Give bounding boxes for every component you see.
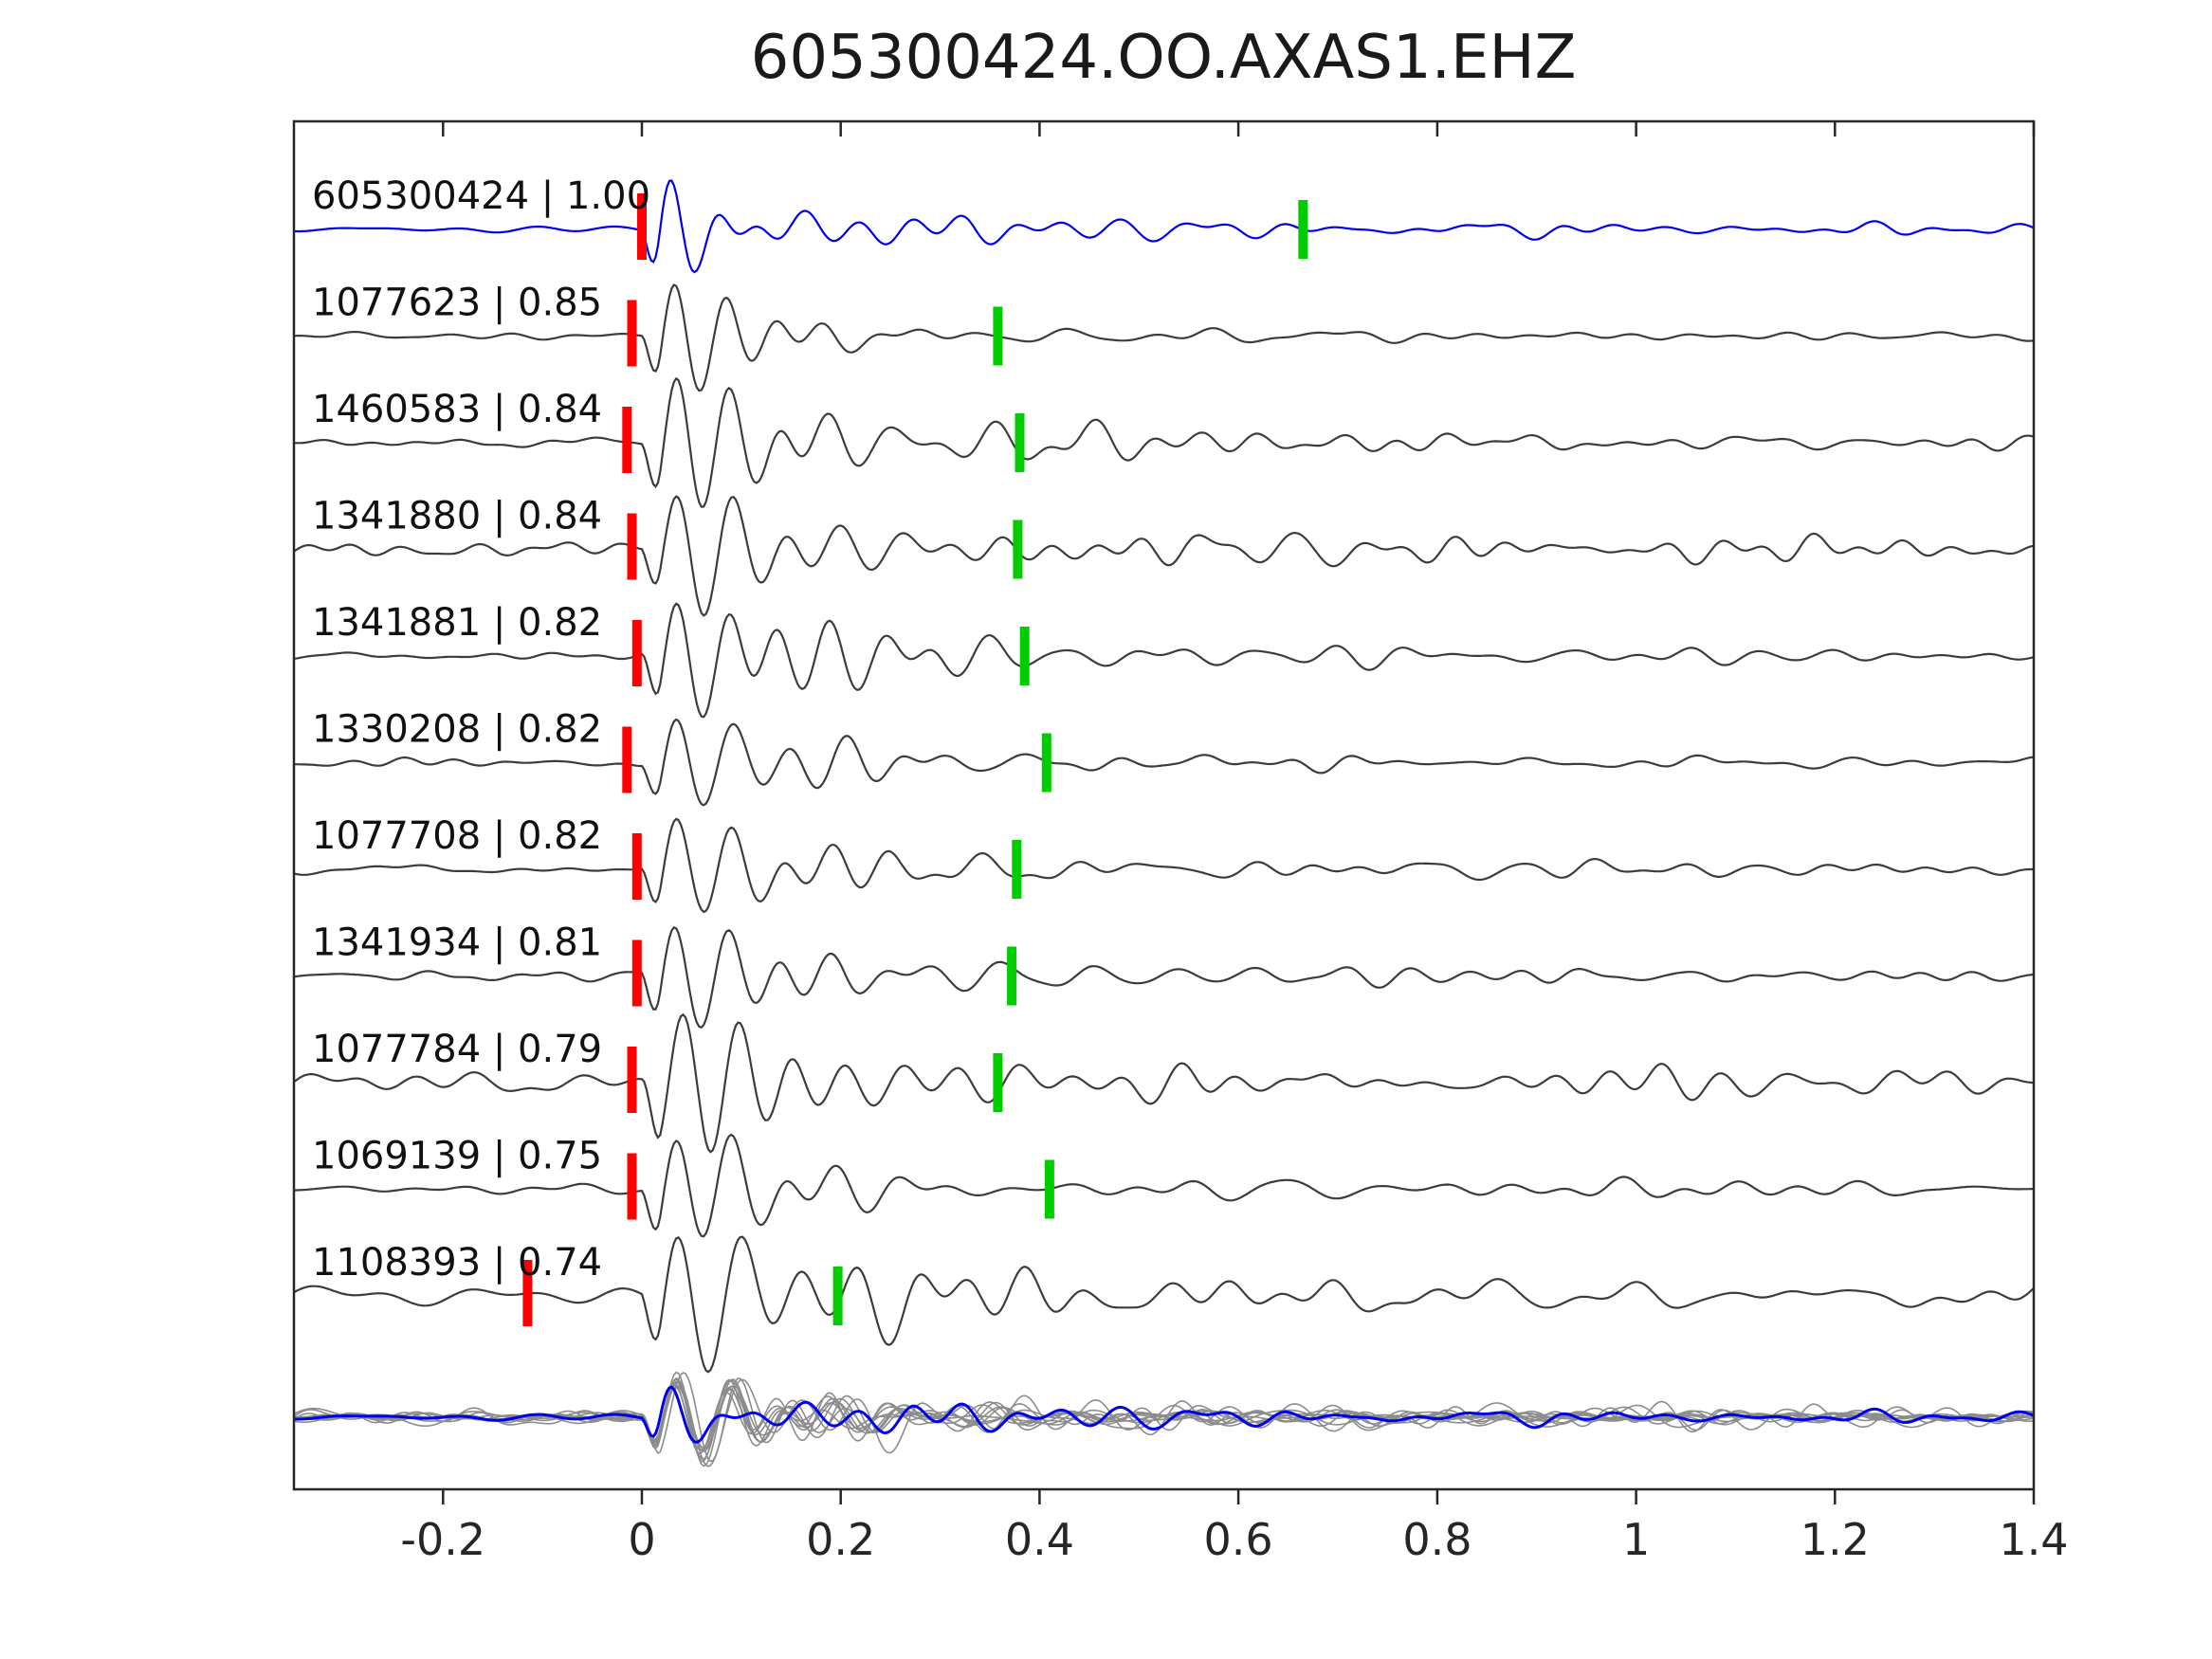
trace-label: 1460583 | 0.84 — [312, 388, 602, 431]
stack-member-path — [294, 1372, 2034, 1463]
trace-label: 605300424 | 1.00 — [312, 174, 650, 218]
trace-label: 1077623 | 0.85 — [312, 282, 602, 325]
axes-frame — [292, 119, 2036, 1491]
x-tick-label: 0.4 — [1005, 1514, 1074, 1565]
x-tick-label: 0 — [628, 1514, 655, 1565]
p-pick-tick — [627, 1047, 637, 1113]
trace-path — [294, 602, 2034, 719]
trace-label: 1330208 | 0.82 — [312, 708, 602, 752]
p-pick-tick — [631, 620, 642, 686]
p-pick-tick — [627, 1153, 637, 1220]
trace-path — [294, 179, 2034, 274]
s-pick-tick — [1015, 413, 1025, 472]
p-pick-tick — [622, 726, 632, 793]
p-pick-tick — [627, 513, 637, 580]
s-pick-tick — [1044, 1159, 1054, 1219]
p-pick-tick — [631, 833, 642, 900]
waveform-layer — [294, 179, 2034, 1468]
p-pick-tick — [637, 193, 647, 260]
trace-path — [294, 817, 2034, 914]
trace-path — [294, 1133, 2034, 1238]
trace-path — [294, 283, 2034, 392]
trace-path — [294, 718, 2034, 807]
x-tick-label: 0.6 — [1204, 1514, 1273, 1565]
x-tick-label: -0.2 — [400, 1514, 485, 1565]
trace-label: 1108393 | 0.74 — [312, 1241, 602, 1285]
stack-member-path — [294, 1385, 2034, 1451]
trace-path — [294, 1012, 2034, 1154]
trace-label: 1069139 | 0.75 — [312, 1135, 602, 1178]
plot-render-root: 605300424 | 1.00 1077623 | 0.85 1460583 | … — [292, 119, 2069, 1565]
chart-title: 605300424.OO.AXAS1.EHZ — [751, 23, 1577, 93]
trace-label: 1341880 | 0.84 — [312, 495, 602, 538]
trace-path — [294, 1235, 2034, 1374]
x-tick-label: 1.4 — [1999, 1514, 2068, 1565]
trace-path — [294, 925, 2034, 1029]
stack-template-path — [294, 1385, 2034, 1444]
trace-label: 1077708 | 0.82 — [312, 814, 602, 858]
x-tick-label: 0.8 — [1402, 1514, 1472, 1565]
s-pick-tick — [1007, 946, 1017, 1006]
x-tick-label: 1 — [1622, 1514, 1650, 1565]
s-pick-tick — [1013, 520, 1023, 579]
p-pick-tick — [631, 939, 642, 1007]
s-pick-tick — [1012, 840, 1022, 899]
p-pick-tick — [522, 1260, 533, 1326]
p-pick-tick — [627, 300, 637, 367]
p-pick-tick — [622, 407, 632, 473]
trace-label: 1341881 | 0.82 — [312, 601, 602, 645]
trace-label: 1077784 | 0.79 — [312, 1028, 602, 1071]
trace-path — [294, 376, 2034, 508]
s-pick-tick — [1298, 200, 1308, 259]
trace-label: 1341934 | 0.81 — [312, 921, 602, 965]
s-pick-tick — [1041, 733, 1051, 793]
trace-path — [294, 495, 2034, 617]
s-pick-tick — [1019, 627, 1030, 685]
stack-member-path — [294, 1379, 2034, 1449]
s-pick-tick — [993, 1053, 1003, 1112]
x-tick-label: 1.2 — [1801, 1514, 1870, 1565]
s-pick-tick — [832, 1267, 843, 1325]
s-pick-tick — [993, 306, 1003, 366]
x-tick-label: 0.2 — [806, 1514, 875, 1565]
